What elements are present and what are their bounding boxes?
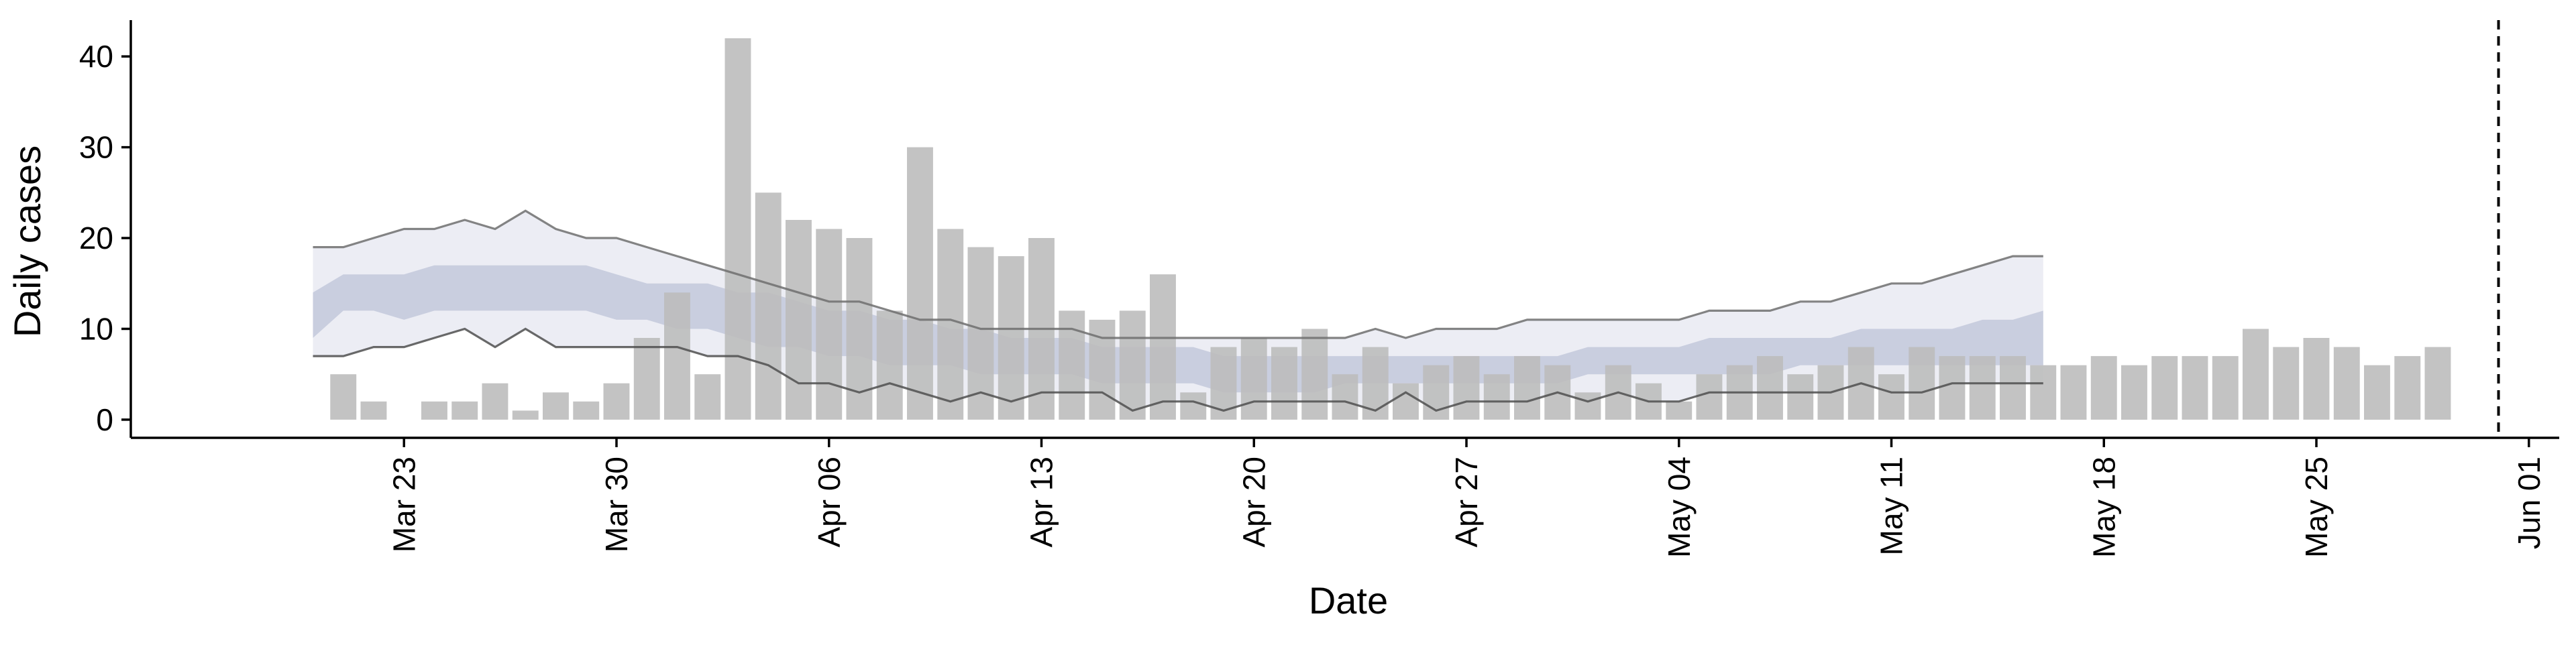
bar <box>1240 338 1267 420</box>
bar <box>2243 329 2269 420</box>
bar <box>2394 356 2421 420</box>
bar <box>1453 356 1480 420</box>
bar <box>1150 274 1176 420</box>
bar <box>330 374 357 420</box>
x-axis-label: Date <box>1309 579 1388 622</box>
bar <box>664 292 690 420</box>
bars-layer <box>330 38 2451 420</box>
bar <box>2090 356 2117 420</box>
axes-layer <box>129 20 2559 439</box>
bar <box>360 401 387 420</box>
bar <box>1301 329 1328 420</box>
bar <box>2424 347 2451 420</box>
bar <box>2000 356 2026 420</box>
x-tick-label: Mar 23 <box>386 457 421 552</box>
bar <box>998 256 1024 420</box>
bar <box>1180 392 1207 420</box>
band-lines-layer <box>313 20 2500 438</box>
y-axis-label: Daily cases <box>6 145 48 337</box>
lower-bound-line <box>313 327 2043 412</box>
bar <box>1393 383 1419 420</box>
y-tick-label: 0 <box>96 402 113 437</box>
y-tick-label: 10 <box>79 311 113 346</box>
bar <box>573 401 600 420</box>
bar <box>2060 365 2087 420</box>
bar <box>2333 347 2360 420</box>
bar <box>2182 356 2208 420</box>
bar <box>786 220 812 420</box>
bar <box>1271 347 1297 420</box>
bar <box>1787 374 1814 420</box>
bar <box>2151 356 2178 420</box>
bar <box>2121 365 2147 420</box>
bar <box>937 229 964 420</box>
x-tick-label: Jun 01 <box>2512 457 2546 549</box>
outer-band-layer <box>313 211 2043 411</box>
bar <box>1878 374 1904 420</box>
x-tick-label: Mar 30 <box>599 457 634 552</box>
bar <box>482 383 508 420</box>
bar <box>876 310 903 420</box>
x-tick-label: Apr 20 <box>1236 457 1271 548</box>
y-tick-label: 40 <box>79 39 113 74</box>
bar <box>1939 356 1966 420</box>
bar <box>1059 310 1085 420</box>
outer-band <box>313 211 2043 411</box>
x-tick-label: May 04 <box>1662 457 1697 558</box>
ticks-layer: 0 10 20 30 40 Mar 23 Mar 30 Apr 06 Apr 13 Apr 20 A… <box>79 39 2546 558</box>
y-tick-label: 30 <box>79 130 113 165</box>
bar <box>512 410 539 420</box>
bar <box>755 192 782 420</box>
bar <box>2212 356 2239 420</box>
bar <box>421 401 447 420</box>
bar <box>451 401 478 420</box>
bar <box>694 374 721 420</box>
bar <box>1332 374 1358 420</box>
x-tick-label: Apr 27 <box>1449 457 1484 548</box>
bar <box>1696 374 1723 420</box>
bar <box>2273 347 2300 420</box>
x-tick-label: Apr 06 <box>812 457 847 548</box>
bar <box>2364 365 2390 420</box>
bar <box>1969 356 1996 420</box>
bar <box>543 392 569 420</box>
bar <box>603 383 630 420</box>
bar <box>1666 401 1693 420</box>
bar <box>633 338 660 420</box>
y-tick-label: 20 <box>79 221 113 255</box>
x-tick-label: Apr 13 <box>1024 457 1059 548</box>
bar <box>1757 356 1783 420</box>
upper-bound-line <box>313 209 2043 339</box>
bar <box>1119 310 1146 420</box>
bar <box>1514 356 1540 420</box>
bar <box>907 147 933 420</box>
bar <box>2303 338 2330 420</box>
bar <box>967 247 994 420</box>
bar <box>1909 347 1935 420</box>
bar <box>1483 374 1510 420</box>
x-tick-label: May 11 <box>1874 457 1909 555</box>
bar <box>816 229 843 420</box>
bar <box>1574 392 1601 420</box>
x-tick-label: May 25 <box>2299 457 2334 558</box>
x-tick-label: May 18 <box>2086 457 2121 558</box>
bar <box>724 38 751 420</box>
bar <box>2030 365 2057 420</box>
